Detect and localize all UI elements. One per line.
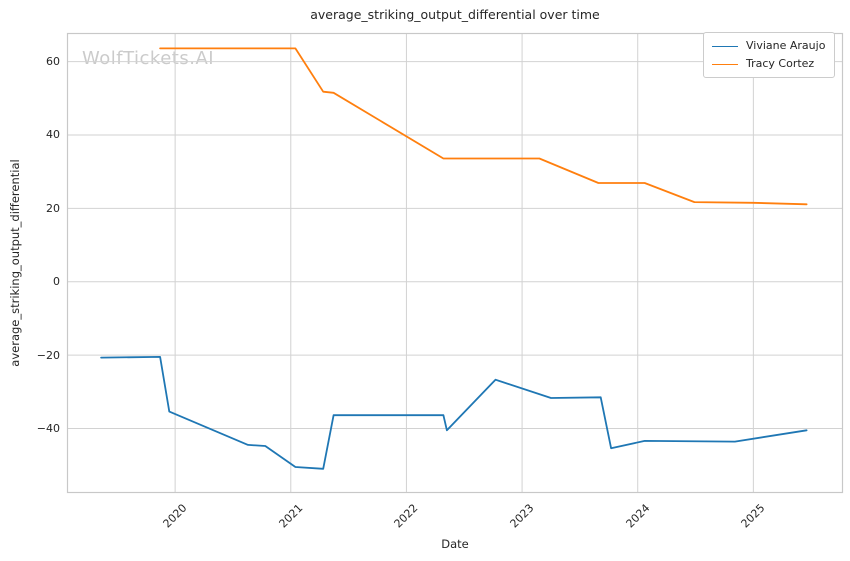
y-tick-label-20: 20 <box>46 201 60 215</box>
y-tick-label-0: 0 <box>53 275 60 289</box>
legend-item-viviane-araujo: Viviane Araujo <box>712 40 826 52</box>
legend-item-tracy-cortez: Tracy Cortez <box>712 58 826 70</box>
legend-line-swatch-blue <box>712 45 738 47</box>
chart-title: average_striking_output_differential ove… <box>310 7 600 22</box>
y-tick-label-60: 60 <box>46 55 60 69</box>
y-axis-label: average_striking_output_differential <box>8 159 22 367</box>
y-tick-label--40: −40 <box>36 421 60 435</box>
y-tick-label-40: 40 <box>46 128 60 142</box>
y-tick-label--20: −20 <box>36 348 60 362</box>
series-line-viviane-araujo <box>100 355 808 470</box>
watermark-text: WolfTickets.AI <box>82 48 215 69</box>
x-axis-label: Date <box>441 537 469 551</box>
axes-border <box>66 32 844 494</box>
legend-label: Viviane Araujo <box>746 39 826 52</box>
legend: Viviane Araujo Tracy Cortez <box>703 32 835 78</box>
series-line-tracy-cortez <box>159 47 808 206</box>
legend-label: Tracy Cortez <box>746 57 815 70</box>
legend-line-swatch-orange <box>712 63 738 65</box>
